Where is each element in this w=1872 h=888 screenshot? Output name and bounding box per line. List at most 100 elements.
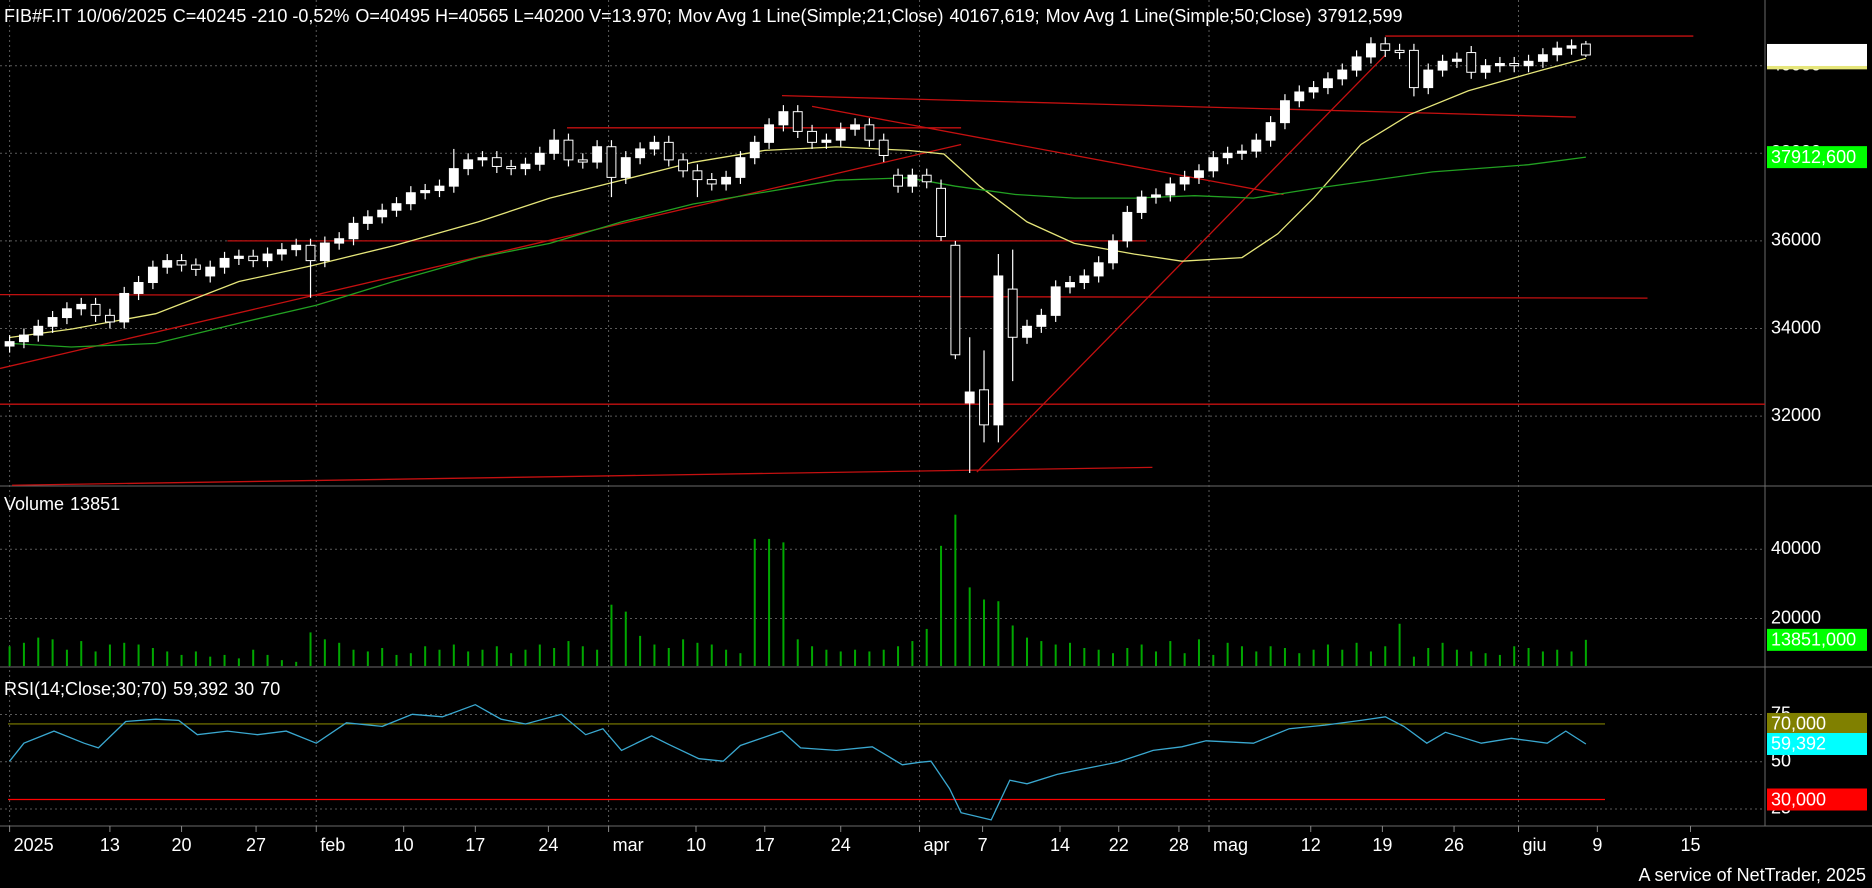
volume-bar [1498, 654, 1501, 666]
candle-body [1394, 49, 1405, 54]
x-tick-label: 12 [1301, 835, 1321, 855]
volume-bar [352, 649, 355, 666]
candle-body [119, 292, 130, 323]
candle-body [391, 203, 402, 211]
volume-bar [223, 654, 226, 666]
volume-bar [1097, 649, 1100, 666]
volume-bar [481, 649, 484, 666]
candle-body [377, 209, 388, 218]
volume-bar [252, 649, 255, 666]
volume-bar [395, 654, 398, 666]
volume-bar [8, 646, 11, 666]
candle-body [133, 282, 144, 294]
title-part: 30 [234, 679, 254, 699]
volume-bar [495, 646, 498, 666]
volume-bar [123, 642, 126, 666]
volume-bar [1541, 651, 1544, 666]
volume-bar [1398, 623, 1401, 666]
volume-bar [1326, 644, 1329, 666]
candle-body [1165, 183, 1176, 196]
volume-bar [581, 646, 584, 666]
volume-bar [1212, 654, 1215, 666]
trend-line [0, 143, 962, 370]
value-box-label: 37912,600 [1771, 147, 1856, 167]
volume-bar [1584, 639, 1587, 666]
candle-body [362, 216, 373, 224]
volume-bar [1570, 651, 1573, 666]
volume-bar [108, 644, 111, 666]
title-part: ; [667, 6, 672, 26]
x-tick-label: 24 [538, 835, 558, 855]
volume-bar [1054, 644, 1057, 666]
value-box-label: 40245 [1771, 45, 1821, 65]
candle-body [807, 130, 818, 143]
title-part: Mov Avg 1 Line(Simple;50;Close) [1046, 6, 1312, 26]
volume-bar [1470, 651, 1473, 666]
volume-bar [1026, 637, 1029, 666]
volume-bar [682, 639, 685, 666]
y-tick-label: 40000 [1771, 538, 1821, 558]
volume-bar [1556, 649, 1559, 666]
volume-bar [194, 651, 197, 666]
trend-line [0, 293, 1648, 299]
candle-body [921, 174, 932, 183]
volume-bar [983, 599, 986, 666]
volume-bar [1412, 656, 1415, 666]
trend-line [781, 94, 1576, 118]
value-box [1767, 732, 1867, 755]
volume-bar [1455, 649, 1458, 666]
x-tick-label: apr [924, 835, 950, 855]
volume-bar [1441, 642, 1444, 666]
candle-body [61, 308, 72, 319]
candle-body [319, 242, 330, 262]
volume-bar [811, 646, 814, 666]
volume-bar [624, 611, 627, 666]
volume-bar [438, 649, 441, 666]
volume-bar [209, 656, 212, 666]
volume-bar [696, 642, 699, 666]
volume-bar [940, 545, 943, 666]
candle-body [147, 266, 158, 284]
x-tick-label: 22 [1109, 835, 1129, 855]
value-box [1767, 43, 1867, 66]
value-box-label: 70,000 [1771, 714, 1826, 734]
candle-body [190, 264, 201, 270]
volume-bar [997, 601, 1000, 666]
volume-bar [553, 647, 556, 666]
candle-body [291, 244, 302, 251]
candle-body [1437, 60, 1448, 71]
volume-bar [954, 514, 957, 666]
volume-bar [753, 538, 756, 666]
candle-body [1365, 43, 1376, 58]
candle-body [233, 255, 244, 259]
volume-bar [1169, 641, 1172, 666]
volume-bar [1197, 639, 1200, 666]
candle-body [18, 334, 29, 343]
volume-bar [854, 649, 857, 666]
candle-body [893, 174, 903, 187]
x-tick-label: 26 [1444, 835, 1464, 855]
candle-body [907, 174, 918, 187]
volume-bar [1341, 649, 1344, 666]
volume-bar [1484, 653, 1487, 666]
candle-body [1050, 286, 1061, 316]
candle-body [1566, 45, 1577, 49]
candle-body [936, 187, 946, 238]
candle-body [1122, 211, 1133, 242]
volume-bar [610, 604, 613, 666]
x-tick-label: 14 [1050, 835, 1070, 855]
volume-bar [1154, 651, 1157, 666]
y-tick-label: 20000 [1771, 607, 1821, 627]
volume-bar [739, 653, 742, 666]
candle-body [405, 192, 416, 205]
candle-body [549, 139, 560, 154]
value-box [1767, 712, 1867, 735]
volume-bar [667, 647, 670, 666]
title-part: Volume [4, 494, 64, 514]
x-tick-label: 20 [172, 835, 192, 855]
volume-bar [180, 654, 183, 666]
candle-body [420, 190, 431, 194]
candle-body [1380, 43, 1391, 51]
x-tick-label: giu [1523, 835, 1547, 855]
